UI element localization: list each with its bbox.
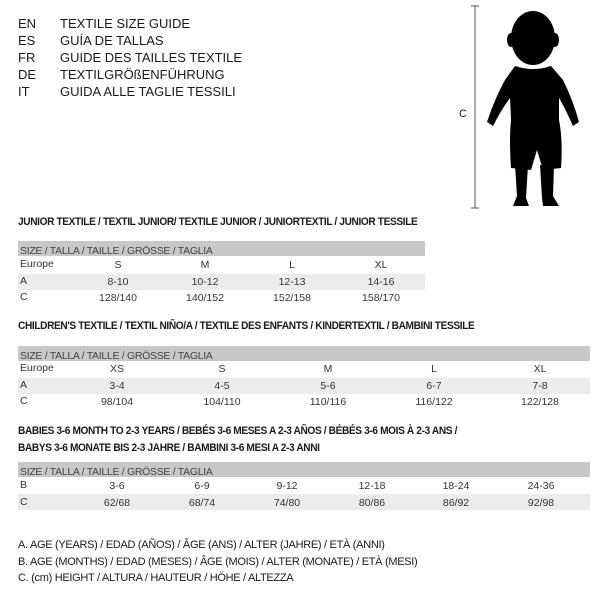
table-cell: XL xyxy=(533,363,547,375)
language-code: FR xyxy=(18,50,36,65)
height-measure-label: C xyxy=(459,108,467,120)
table-cell: 24-36 xyxy=(527,480,555,492)
table-cell: 80/86 xyxy=(358,496,386,509)
row-label: Europe xyxy=(20,362,54,374)
row-label: A xyxy=(20,274,28,287)
table-cell: 7-8 xyxy=(532,379,548,392)
junior-size-header: SIZE / TALLA / TAILLE / GRÖSSE / TAGLIA xyxy=(18,241,425,257)
table-cell: 158/170 xyxy=(362,292,400,304)
table-cell: XS xyxy=(109,363,125,375)
babies-section-title-1: BABIES 3-6 MONTH TO 2-3 YEARS / BEBÉS 3-… xyxy=(18,425,458,437)
table-cell: 92/98 xyxy=(527,496,555,509)
table-cell: XL xyxy=(374,259,388,271)
table-cell: 12-18 xyxy=(358,480,386,492)
language-title: GUIDA ALLE TAGLIE TESSILI xyxy=(60,84,236,99)
language-code: IT xyxy=(18,84,30,99)
table-cell: M xyxy=(200,259,210,271)
language-code: DE xyxy=(18,67,37,82)
row-label: C xyxy=(20,395,28,407)
size-header-label: SIZE / TALLA / TAILLE / GRÖSSE / TAGLIA xyxy=(20,466,213,478)
language-title: TEXTILE SIZE GUIDE xyxy=(60,16,191,31)
table-cell: 68/74 xyxy=(188,496,216,509)
legend-c: C. (cm) HEIGHT / ALTURA / HAUTEUR / HÖHE… xyxy=(18,572,294,584)
table-cell: 4-5 xyxy=(214,379,230,392)
children-size-header: SIZE / TALLA / TAILLE / GRÖSSE / TAGLIA xyxy=(18,346,590,362)
babies-section-title-2: BABYS 3-6 MONATE BIS 2-3 JAHRE / BAMBINI… xyxy=(18,442,320,454)
table-cell: S xyxy=(218,363,226,375)
table-cell: 152/158 xyxy=(273,292,311,304)
table-cell: 3-6 xyxy=(109,480,125,492)
row-shade xyxy=(18,378,590,394)
row-label: Europe xyxy=(20,258,54,270)
row-label: A xyxy=(20,378,28,391)
table-cell: 122/128 xyxy=(521,396,559,408)
row-shade xyxy=(18,274,425,290)
table-cell: 14-16 xyxy=(367,275,395,288)
table-cell: 86/92 xyxy=(442,496,470,509)
table-cell: L xyxy=(289,259,295,271)
row-shade xyxy=(18,494,590,510)
table-cell: 9-12 xyxy=(276,480,298,492)
babies-size-header: SIZE / TALLA / TAILLE / GRÖSSE / TAGLIA xyxy=(18,462,590,478)
size-header-label: SIZE / TALLA / TAILLE / GRÖSSE / TAGLIA xyxy=(20,245,213,257)
table-cell: 74/80 xyxy=(273,496,301,509)
children-section-title: CHILDREN'S TEXTILE / TEXTIL NIÑO/A / TEX… xyxy=(18,320,475,332)
table-cell: 6-9 xyxy=(194,480,210,492)
table-cell: 110/116 xyxy=(309,396,347,408)
row-label: C xyxy=(20,495,28,508)
table-cell: 12-13 xyxy=(278,275,306,288)
row-label: C xyxy=(20,291,28,303)
table-cell: S xyxy=(114,259,122,271)
legend-b: B. AGE (MONTHS) / EDAD (MESES) / ÂGE (MO… xyxy=(18,556,418,568)
table-cell: 128/140 xyxy=(99,292,137,304)
language-code: ES xyxy=(18,33,36,48)
table-cell: 62/68 xyxy=(103,496,131,509)
table-cell: 116/122 xyxy=(415,396,453,408)
junior-section-title: JUNIOR TEXTILE / TEXTIL JUNIOR/ TEXTILE … xyxy=(18,216,418,228)
table-cell: 5-6 xyxy=(320,379,336,392)
language-title: TEXTILGRÖßENFÜHRUNG xyxy=(60,67,225,82)
table-cell: L xyxy=(431,363,437,375)
child-silhouette-figure xyxy=(471,5,579,209)
language-title: GUÍA DE TALLAS xyxy=(60,33,164,48)
table-cell: 8-10 xyxy=(107,275,129,288)
table-cell: 140/152 xyxy=(186,292,224,304)
language-code: EN xyxy=(18,16,37,31)
table-cell: 98/104 xyxy=(100,396,134,408)
legend-a: A. AGE (YEARS) / EDAD (AÑOS) / ÂGE (ANS)… xyxy=(18,539,385,551)
table-cell: 18-24 xyxy=(442,480,470,492)
table-cell: 10-12 xyxy=(191,275,219,288)
language-title: GUIDE DES TAILLES TEXTILE xyxy=(60,50,243,65)
table-cell: 104/110 xyxy=(203,396,241,408)
row-label: B xyxy=(20,479,28,491)
table-cell: M xyxy=(323,363,333,375)
table-cell: 3-4 xyxy=(109,379,125,392)
table-cell: 6-7 xyxy=(426,379,442,392)
size-header-label: SIZE / TALLA / TAILLE / GRÖSSE / TAGLIA xyxy=(20,350,213,362)
